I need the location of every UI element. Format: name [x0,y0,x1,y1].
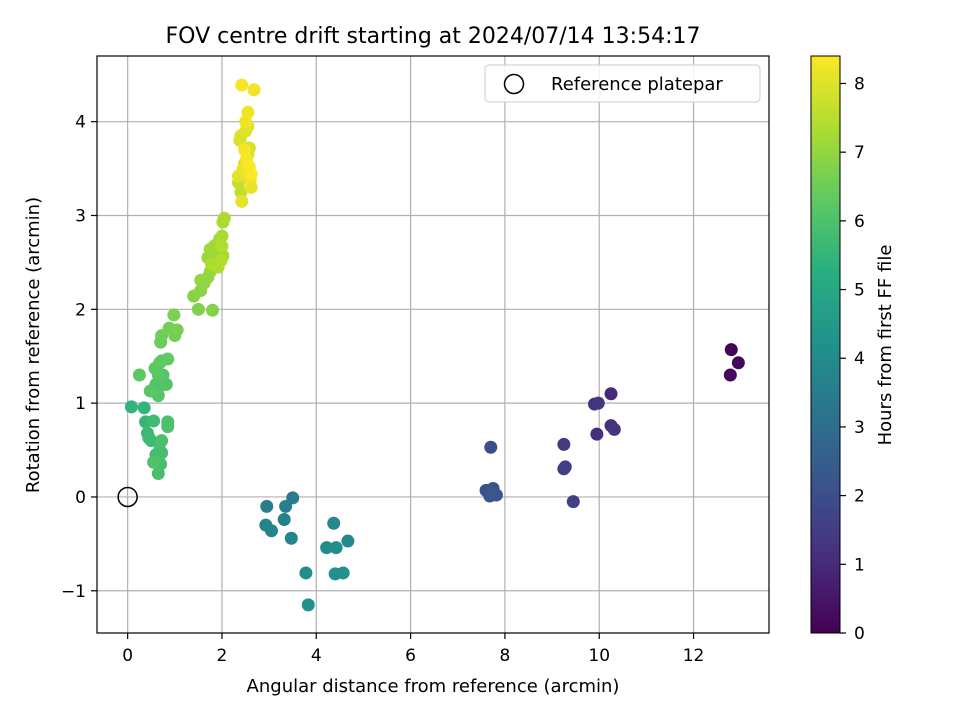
data-point [284,531,298,545]
legend-label: Reference platepar [551,74,723,95]
data-point [604,387,618,401]
data-point [151,467,165,481]
y-axis-label: Rotation from reference (arcmin) [23,197,44,493]
data-point [161,352,175,366]
data-point [155,434,169,448]
y-tick-label: 0 [75,488,86,508]
x-tick-label: 4 [311,646,322,666]
x-tick-label: 2 [217,646,228,666]
x-tick-label: 10 [588,646,610,666]
x-tick-label: 0 [122,646,133,666]
colorbar-tick-label: 0 [854,624,865,644]
data-point [301,598,315,612]
data-point [217,211,231,225]
plot-frame [96,55,770,634]
reference-marker-group [117,486,138,508]
data-point [277,512,291,526]
data-point [299,566,313,580]
colorbar-tick-label: 7 [854,143,865,163]
legend: Reference platepar [484,64,761,103]
data-point [558,460,572,474]
colorbar-tick-label: 5 [854,281,865,301]
data-point [124,400,138,414]
legend-marker-icon [503,73,525,95]
x-axis-label: Angular distance from reference (arcmin) [247,676,620,697]
data-point [147,455,161,469]
data-point [235,78,249,92]
colorbar-gradient [810,55,841,634]
data-point [320,541,334,555]
x-tick-label: 12 [683,646,705,666]
colorbar-tick-label: 1 [854,555,865,575]
colorbar-tick-label: 8 [854,74,865,94]
data-point [244,167,258,181]
data-point [591,396,605,410]
data-point [484,440,498,454]
data-point [194,273,208,287]
y-tick-label: 1 [75,394,86,414]
data-point [241,105,255,119]
data-point [247,83,261,97]
legend-box [484,64,761,103]
data-point [329,541,343,555]
data-point [341,534,355,548]
data-point [159,377,173,391]
data-point [566,495,580,509]
data-point [279,499,293,513]
y-tick-label: 2 [75,300,86,320]
data-point [143,384,157,398]
data-point [137,401,151,415]
data-point [167,308,181,322]
data-point [170,323,184,337]
data-point [484,485,498,499]
data-point [191,302,205,316]
grid-lines [97,56,769,633]
data-point [724,343,738,357]
y-axis-ticks: −1 0 1 2 3 4 [61,113,97,602]
data-point [161,420,175,434]
data-point [214,254,228,268]
y-tick-label: 4 [75,113,86,133]
data-point [264,524,278,538]
colorbar-tick-label: 3 [854,418,865,438]
data-point [607,422,621,436]
data-points [124,78,745,612]
y-tick-label: 3 [75,206,86,226]
data-point [147,414,161,428]
reference-point-marker [117,486,138,508]
colorbar-tick-label: 2 [854,487,865,507]
x-tick-label: 8 [500,646,511,666]
colorbar-label: Hours from first FF file [875,245,896,446]
data-point [336,566,350,580]
data-point [557,437,571,451]
colorbar-ticks: 0 1 2 3 4 5 6 7 8 [840,74,865,644]
data-point [260,499,274,513]
x-tick-label: 6 [405,646,416,666]
data-point [327,516,341,530]
y-tick-label: −1 [61,582,86,602]
colorbar: 0 1 2 3 4 5 6 7 8 Hours from first FF file [810,55,896,644]
chart-title: FOV centre drift starting at 2024/07/14 … [166,24,701,49]
data-point [590,427,604,441]
x-axis-ticks: 0 2 4 6 8 10 12 [122,633,704,666]
data-point [235,194,249,208]
data-point [215,229,229,243]
data-point [132,368,146,382]
data-point [215,239,229,253]
data-point [731,356,745,370]
colorbar-tick-label: 6 [854,212,865,232]
colorbar-tick-label: 4 [854,349,865,369]
data-point [206,303,220,317]
data-point [723,368,737,382]
data-point [144,434,158,448]
